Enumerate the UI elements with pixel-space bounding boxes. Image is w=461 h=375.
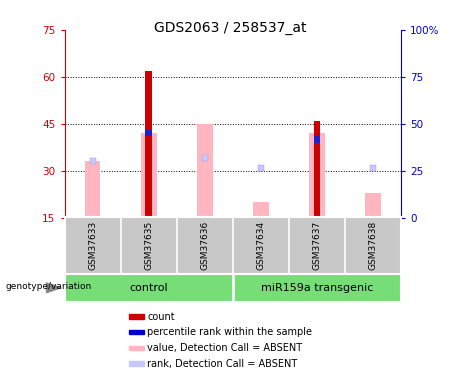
Bar — [85, 161, 100, 218]
Text: control: control — [130, 283, 168, 293]
Text: GSM37637: GSM37637 — [313, 221, 321, 270]
Bar — [313, 121, 320, 218]
Text: GSM37638: GSM37638 — [368, 221, 378, 270]
Text: GSM37634: GSM37634 — [256, 221, 266, 270]
Bar — [253, 202, 269, 217]
Bar — [309, 133, 325, 218]
Text: GSM37636: GSM37636 — [200, 221, 209, 270]
Bar — [365, 192, 381, 217]
Bar — [145, 130, 152, 136]
Text: GSM37635: GSM37635 — [144, 221, 153, 270]
Text: percentile rank within the sample: percentile rank within the sample — [147, 327, 312, 337]
Text: rank, Detection Call = ABSENT: rank, Detection Call = ABSENT — [147, 358, 297, 369]
Bar — [313, 136, 320, 142]
Polygon shape — [47, 283, 61, 293]
Bar — [197, 124, 213, 218]
Text: count: count — [147, 312, 175, 322]
Bar — [129, 346, 144, 350]
Bar — [145, 70, 152, 217]
Text: miR159a transgenic: miR159a transgenic — [261, 283, 373, 293]
Bar — [141, 133, 157, 218]
Bar — [129, 362, 144, 366]
Bar — [129, 330, 144, 334]
Text: GSM37633: GSM37633 — [88, 221, 97, 270]
Text: genotype/variation: genotype/variation — [5, 282, 91, 291]
Text: value, Detection Call = ABSENT: value, Detection Call = ABSENT — [147, 343, 302, 353]
Text: GDS2063 / 258537_at: GDS2063 / 258537_at — [154, 21, 307, 34]
Bar — [129, 314, 144, 319]
